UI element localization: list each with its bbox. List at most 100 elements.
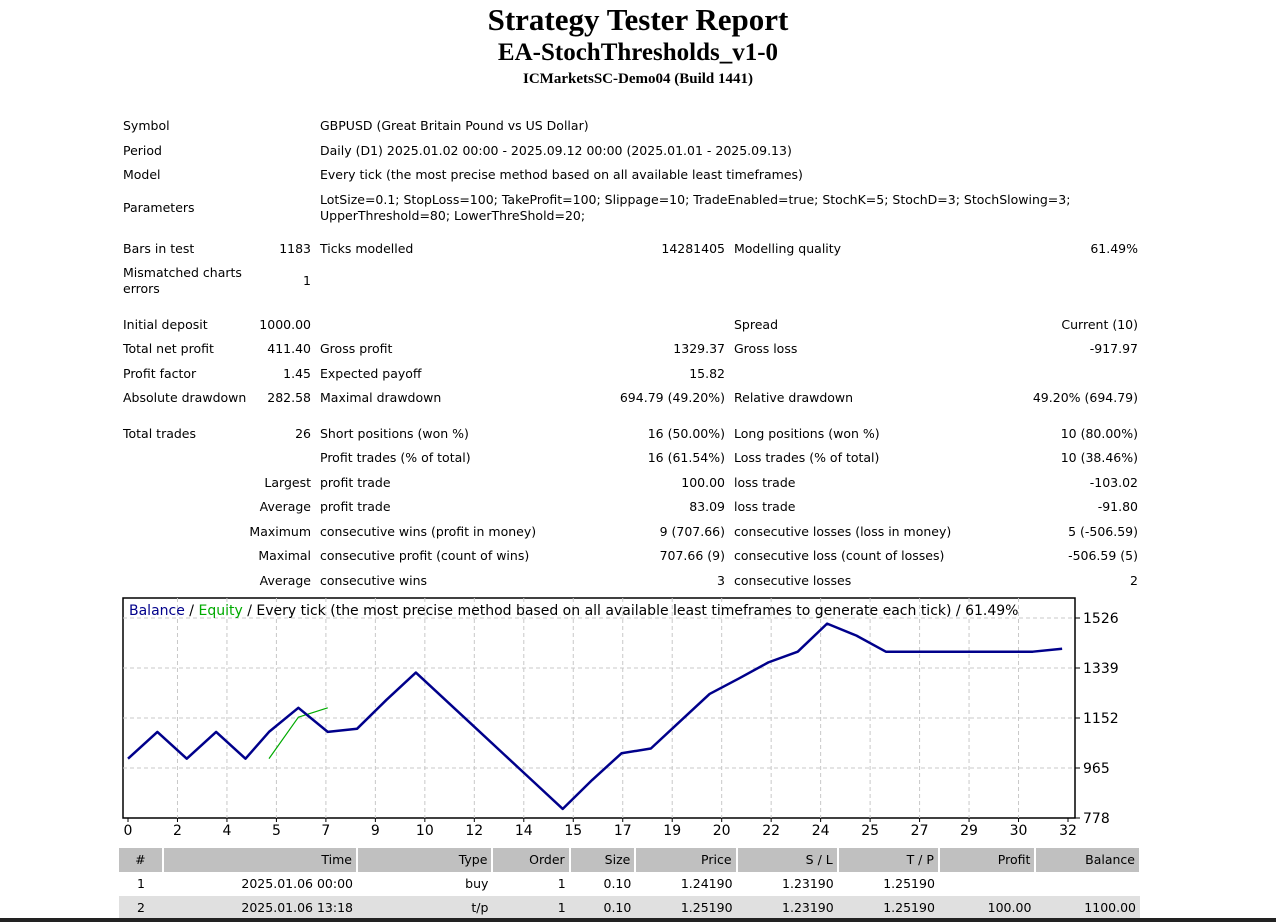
profit-factor-label: Profit factor — [123, 366, 197, 381]
gross-loss-value: -917.97 — [1089, 341, 1138, 356]
spread-value: Current (10) — [1061, 317, 1138, 332]
model-label: Model — [123, 167, 161, 182]
deals-column-header: Balance — [1035, 848, 1141, 872]
table-cell: 0.10 — [603, 876, 632, 891]
max-cons-losses-label: consecutive losses (loss in money) — [734, 524, 952, 539]
x-tick-label: 9 — [371, 823, 380, 839]
gross-profit-value: 1329.37 — [673, 341, 725, 356]
table-cell: 1.23190 — [736, 896, 838, 920]
expected-payoff-label: Expected payoff — [320, 366, 422, 381]
expected-payoff-value: 15.82 — [689, 366, 725, 381]
table-cell: t/p — [356, 896, 493, 920]
mismatch-label-2: errors — [123, 281, 160, 296]
x-tick-label: 0 — [124, 823, 133, 839]
expert-name: EA-StochThresholds_v1-0 — [497, 39, 779, 66]
profit-factor-value: 1.45 — [283, 366, 311, 381]
quality-value: 61.49% — [1090, 241, 1138, 256]
server-info: ICMarketsSC-Demo04 (Build 1441) — [523, 71, 753, 87]
model-value: Every tick (the most precise method base… — [320, 167, 803, 182]
series-line-equity — [268, 707, 328, 759]
long-positions-value: 10 (80.00%) — [1060, 426, 1138, 441]
long-positions-label: Long positions (won %) — [734, 426, 880, 441]
max-cons-losses-value: 5 (-506.59) — [1068, 524, 1138, 539]
window-bottom-edge — [0, 918, 1276, 922]
legend-description: / Every tick (the most precise method ba… — [243, 603, 1019, 619]
rel-drawdown-label: Relative drawdown — [734, 390, 854, 405]
table-cell: 1 — [557, 876, 566, 891]
y-tick-label: 778 — [1083, 811, 1110, 827]
avg-cons-wins-value: 3 — [717, 573, 725, 588]
quality-label: Modelling quality — [734, 241, 842, 256]
table-cell: 2025.01.06 13:18 — [162, 896, 357, 920]
profit-trades-value: 16 (61.54%) — [647, 450, 725, 465]
symbol-label: Symbol — [123, 118, 170, 133]
maximum-label: Maximum — [249, 524, 311, 539]
deals-column-header: # — [119, 848, 164, 872]
total-trades-label: Total trades — [123, 426, 197, 441]
rel-drawdown-value: 49.20% (694.79) — [1032, 390, 1138, 405]
x-tick-label: 17 — [614, 823, 632, 839]
x-tick-label: 10 — [416, 823, 434, 839]
x-tick-label: 12 — [465, 823, 483, 839]
chart-plot-area — [122, 597, 1076, 819]
deals-column-header: Type — [356, 848, 494, 872]
loss-trades-value: 10 (38.46%) — [1060, 450, 1138, 465]
x-tick-label: 7 — [321, 823, 330, 839]
avg-cons-wins-label: consecutive wins — [320, 573, 428, 588]
average-loss-value: -91.80 — [1097, 499, 1138, 514]
profit-trades-label: Profit trades (% of total) — [320, 450, 471, 465]
gross-profit-label: Gross profit — [320, 341, 393, 356]
x-tick-label: 4 — [222, 823, 231, 839]
net-profit-value: 411.40 — [267, 341, 311, 356]
average-profit-label: profit trade — [320, 499, 391, 514]
deals-column-header: Price — [635, 848, 738, 872]
parameters-line-1: LotSize=0.1; StopLoss=100; TakeProfit=10… — [320, 192, 1071, 207]
x-tick-label: 22 — [762, 823, 780, 839]
y-tick-label: 965 — [1083, 761, 1110, 777]
table-cell: 1.23190 — [782, 876, 834, 891]
chart-legend: Balance / Equity / Every tick (the most … — [129, 603, 1018, 619]
x-tick-label: 29 — [960, 823, 978, 839]
table-cell: 0.10 — [569, 896, 636, 920]
spread-label: Spread — [734, 317, 779, 332]
symbol-value: GBPUSD (Great Britain Pound vs US Dollar… — [320, 118, 589, 133]
x-tick-label: 24 — [812, 823, 830, 839]
table-cell: 1.25190 — [837, 896, 939, 920]
legend-balance: Balance — [129, 603, 185, 619]
table-cell: 100.00 — [938, 896, 1036, 920]
initial-deposit-value: 1000.00 — [259, 317, 311, 332]
report-title: Strategy Tester Report — [487, 2, 789, 37]
legend-separator: / — [185, 603, 199, 619]
max-drawdown-value: 694.79 (49.20%) — [619, 390, 725, 405]
x-tick-label: 25 — [861, 823, 879, 839]
deals-column-header: Time — [162, 848, 358, 872]
maximal-cons-loss-label: consecutive loss (count of losses) — [734, 548, 945, 563]
table-cell: 1 — [492, 896, 570, 920]
maximal-label: Maximal — [258, 548, 311, 563]
total-trades-value: 26 — [295, 426, 311, 441]
avg-cons-losses-label: consecutive losses — [734, 573, 852, 588]
y-tick-label: 1339 — [1083, 661, 1119, 677]
chart-x-axis: 0 2 4 5 7 9 10 12 14 15 17 19 20 22 24 25 27 29 30 32 — [124, 818, 1077, 839]
deals-column-header: Profit — [938, 848, 1037, 872]
max-drawdown-label: Maximal drawdown — [320, 390, 442, 405]
table-cell: 1.25190 — [635, 896, 737, 920]
deals-column-header: Size — [569, 848, 637, 872]
table-cell: buy — [465, 876, 489, 891]
max-cons-wins-value: 9 (707.66) — [659, 524, 725, 539]
gross-loss-label: Gross loss — [734, 341, 798, 356]
ticks-label: Ticks modelled — [320, 241, 414, 256]
short-positions-value: 16 (50.00%) — [647, 426, 725, 441]
table-row: 1 2025.01.06 00:00 buy 1 0.10 1.24190 1.23190 1… — [119, 872, 1140, 896]
maximal-cons-profit-value: 707.66 (9) — [659, 548, 725, 563]
bars-label: Bars in test — [123, 241, 195, 256]
y-tick-label: 1526 — [1083, 611, 1119, 627]
ticks-value: 14281405 — [661, 241, 725, 256]
x-tick-label: 27 — [911, 823, 929, 839]
avg-cons-label: Average — [259, 573, 311, 588]
table-cell — [1035, 872, 1140, 896]
largest-label: Largest — [264, 475, 311, 490]
mismatch-label-1: Mismatched charts — [123, 265, 242, 280]
